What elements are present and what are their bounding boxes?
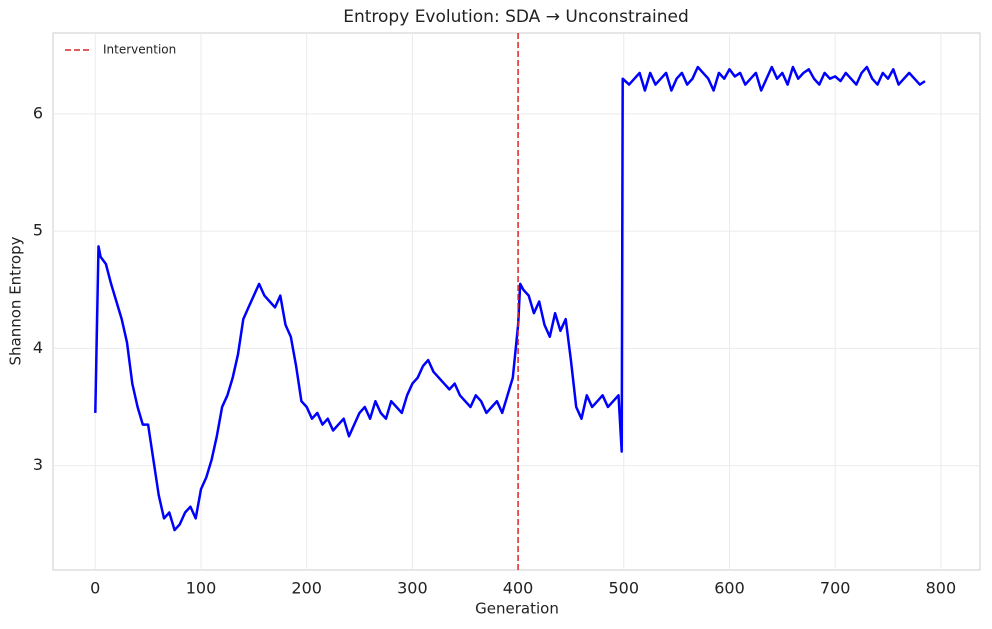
x-tick-label: 700 xyxy=(820,579,851,598)
x-tick-label: 600 xyxy=(714,579,745,598)
y-tick-label: 5 xyxy=(33,221,43,240)
x-tick-label: 800 xyxy=(926,579,957,598)
legend-label: Intervention xyxy=(103,43,176,57)
x-axis-label: Generation xyxy=(475,600,559,618)
x-tick-label: 100 xyxy=(186,579,217,598)
line xyxy=(94,65,926,532)
x-tick-label: 400 xyxy=(503,579,534,598)
x-tick-label: 300 xyxy=(397,579,428,598)
y-tick-label: 3 xyxy=(33,455,43,474)
chart-title: Entropy Evolution: SDA → Unconstrained xyxy=(343,7,689,27)
y-axis-label: Shannon Entropy xyxy=(7,236,25,365)
y-tick-label: 6 xyxy=(33,103,43,122)
x-tick-label: 200 xyxy=(291,579,322,598)
y-tick-label: 4 xyxy=(33,338,43,357)
x-tick-label: 0 xyxy=(90,579,100,598)
x-tick-label: 500 xyxy=(609,579,640,598)
plot-frame xyxy=(52,32,981,571)
